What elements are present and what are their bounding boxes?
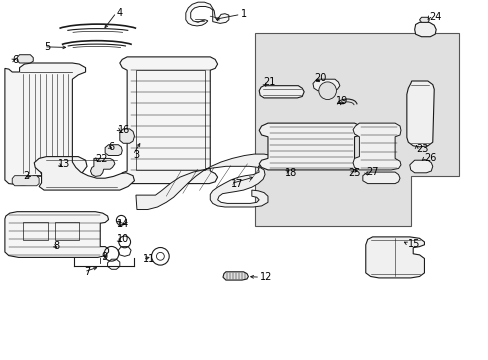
Polygon shape	[105, 145, 122, 156]
Polygon shape	[90, 158, 115, 176]
Polygon shape	[352, 123, 400, 170]
Polygon shape	[259, 123, 362, 170]
Text: 10: 10	[117, 234, 129, 244]
Text: 4: 4	[116, 8, 122, 18]
Text: 19: 19	[336, 96, 348, 106]
Text: 6: 6	[108, 142, 115, 152]
Polygon shape	[419, 17, 428, 22]
Text: 1: 1	[240, 9, 246, 19]
Text: 13: 13	[58, 159, 70, 169]
Text: 16: 16	[118, 125, 130, 135]
Text: 27: 27	[365, 167, 378, 177]
Polygon shape	[5, 212, 108, 257]
Polygon shape	[255, 33, 458, 226]
Polygon shape	[34, 157, 134, 190]
Text: 12: 12	[260, 272, 272, 282]
Polygon shape	[120, 57, 217, 184]
Text: 9: 9	[102, 252, 108, 262]
Text: 21: 21	[263, 77, 275, 87]
Text: 11: 11	[142, 254, 155, 264]
Polygon shape	[223, 272, 248, 280]
Polygon shape	[12, 176, 39, 186]
Text: 8: 8	[54, 240, 60, 251]
Text: 20: 20	[313, 73, 325, 84]
Text: 23: 23	[416, 144, 428, 154]
Polygon shape	[17, 55, 33, 63]
Polygon shape	[414, 22, 435, 37]
Polygon shape	[185, 2, 228, 26]
Text: 18: 18	[284, 168, 296, 178]
Polygon shape	[120, 129, 134, 143]
Polygon shape	[362, 172, 399, 184]
Text: 3: 3	[133, 150, 139, 160]
Polygon shape	[409, 160, 432, 173]
Text: 5: 5	[44, 42, 50, 52]
Polygon shape	[312, 79, 339, 91]
Polygon shape	[259, 86, 304, 98]
Text: 15: 15	[407, 239, 420, 249]
Text: 14: 14	[117, 219, 129, 229]
Text: 7: 7	[84, 267, 90, 277]
Circle shape	[318, 82, 336, 99]
Text: 2: 2	[23, 171, 30, 181]
Polygon shape	[5, 63, 87, 185]
Polygon shape	[136, 154, 273, 210]
Text: 26: 26	[424, 153, 436, 163]
Polygon shape	[365, 237, 424, 278]
Text: 25: 25	[347, 168, 360, 178]
Text: 22: 22	[95, 154, 108, 164]
Text: 6: 6	[12, 55, 19, 66]
Polygon shape	[406, 81, 433, 147]
Text: 24: 24	[428, 12, 441, 22]
Text: 17: 17	[230, 179, 243, 189]
